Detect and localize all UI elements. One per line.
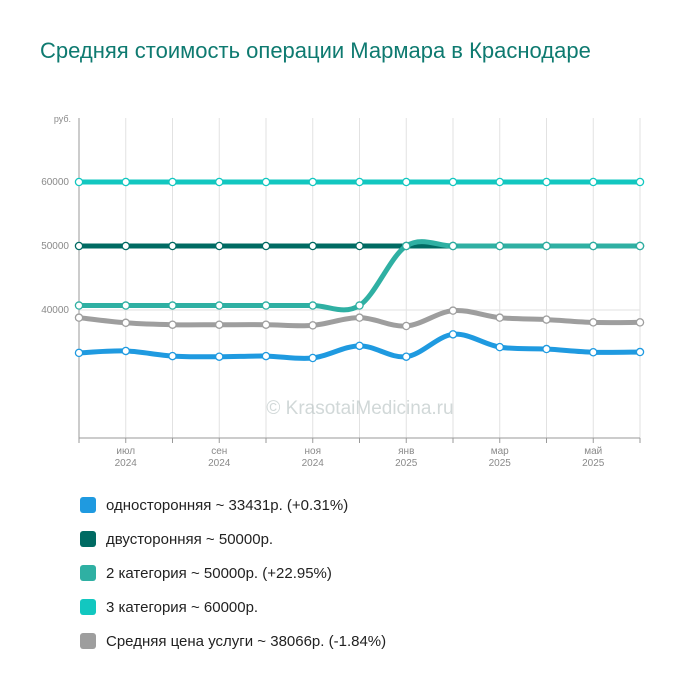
data-point [542,241,551,251]
y-tick-label: 40000 [41,305,69,316]
data-point [214,301,224,310]
legend-item[interactable]: односторонняя ~ 33431р. (+0.31%) [80,488,386,522]
y-tick-label: 60000 [41,177,69,188]
legend-item[interactable]: двусторонняя ~ 50000р. [80,522,386,556]
data-point [448,241,458,251]
data-point [355,301,364,310]
data-point [542,177,551,187]
data-point [74,313,84,322]
x-tick-label-month: янв [398,446,414,457]
data-point [495,342,504,352]
data-point [308,321,317,330]
data-point [542,344,551,354]
data-point [448,330,458,339]
legend-item[interactable]: Средняя цена услуги ~ 38066р. (-1.84%) [80,624,386,658]
data-point [495,177,504,187]
x-tick-label-year: 2025 [582,458,605,469]
data-point [589,177,598,187]
data-point [635,347,645,357]
chart-legend: односторонняя ~ 33431р. (+0.31%) двусторо… [80,488,386,658]
data-point [355,313,364,322]
x-tick-label-month: ноя [305,446,322,457]
data-point [74,177,84,187]
legend-item[interactable]: 2 категория ~ 50000р. (+22.95%) [80,556,386,590]
data-point [74,241,84,251]
data-point [308,301,317,310]
y-axis-label: руб. [54,114,71,124]
legend-swatch [80,531,96,547]
legend-item[interactable]: 3 категория ~ 60000р. [80,590,386,624]
chart-grid [78,118,641,438]
data-point [214,241,224,251]
x-tick-label-year: 2024 [208,458,231,469]
data-point [635,177,645,187]
data-point [401,352,411,361]
x-tick-label-year: 2025 [395,458,418,469]
chart-axes: 400005000060000руб.июл2024сен2024ноя2024… [41,114,641,469]
data-point [589,241,598,251]
data-point [121,241,131,251]
data-point [635,318,645,327]
data-point [308,241,317,251]
data-point [261,241,271,251]
data-point [168,301,177,310]
data-point [401,177,411,187]
legend-label: односторонняя ~ 33431р. (+0.31%) [106,496,349,514]
data-point [121,346,131,356]
x-tick-label-month: сен [211,446,227,457]
data-point [168,241,177,251]
data-point [168,177,177,187]
data-point [74,301,84,310]
data-point [495,313,504,322]
data-point [74,348,84,358]
data-point [308,353,317,363]
x-tick-label-year: 2025 [489,458,512,469]
data-point [542,315,551,324]
data-point [121,318,131,328]
data-point [214,320,224,329]
data-point [121,301,131,310]
legend-label: двусторонняя ~ 50000р. [106,530,274,548]
legend-label: Средняя цена услуги ~ 38066р. (-1.84%) [106,632,387,650]
data-point [355,341,364,351]
x-tick-label-month: мар [491,446,509,457]
data-point [121,177,131,187]
data-point [589,347,598,357]
legend-swatch [80,599,96,615]
data-point [401,321,411,331]
data-point [308,177,317,187]
data-point [355,177,364,187]
data-point [401,241,411,251]
data-point [355,241,364,251]
data-point [635,241,645,251]
chart-title: Средняя стоимость операции Мармара в Кра… [40,38,591,63]
data-point [448,306,458,315]
y-tick-label: 50000 [41,241,69,252]
chart-points [74,177,645,363]
legend-swatch [80,565,96,581]
data-point [214,352,224,361]
data-point [261,177,271,187]
data-point [261,351,271,361]
legend-swatch [80,633,96,649]
data-point [448,177,458,187]
data-point [495,241,504,251]
legend-label: 3 категория ~ 60000р. [106,598,259,616]
line-chart: © KrasotaiMedicina.ru 40000 50000 60000 руб… [41,114,645,469]
x-tick-label-year: 2024 [115,458,138,469]
x-tick-label-month: июл [116,446,135,457]
x-tick-label-year: 2024 [302,458,325,469]
x-tick-label-month: май [584,446,602,457]
legend-swatch [80,497,96,513]
watermark: © KrasotaiMedicina.ru [266,398,453,419]
data-point [589,318,598,327]
data-point [168,351,177,361]
data-point [214,177,224,187]
legend-label: 2 категория ~ 50000р. (+22.95%) [106,564,332,582]
data-point [261,301,271,310]
data-point [168,320,177,329]
data-point [261,320,271,329]
